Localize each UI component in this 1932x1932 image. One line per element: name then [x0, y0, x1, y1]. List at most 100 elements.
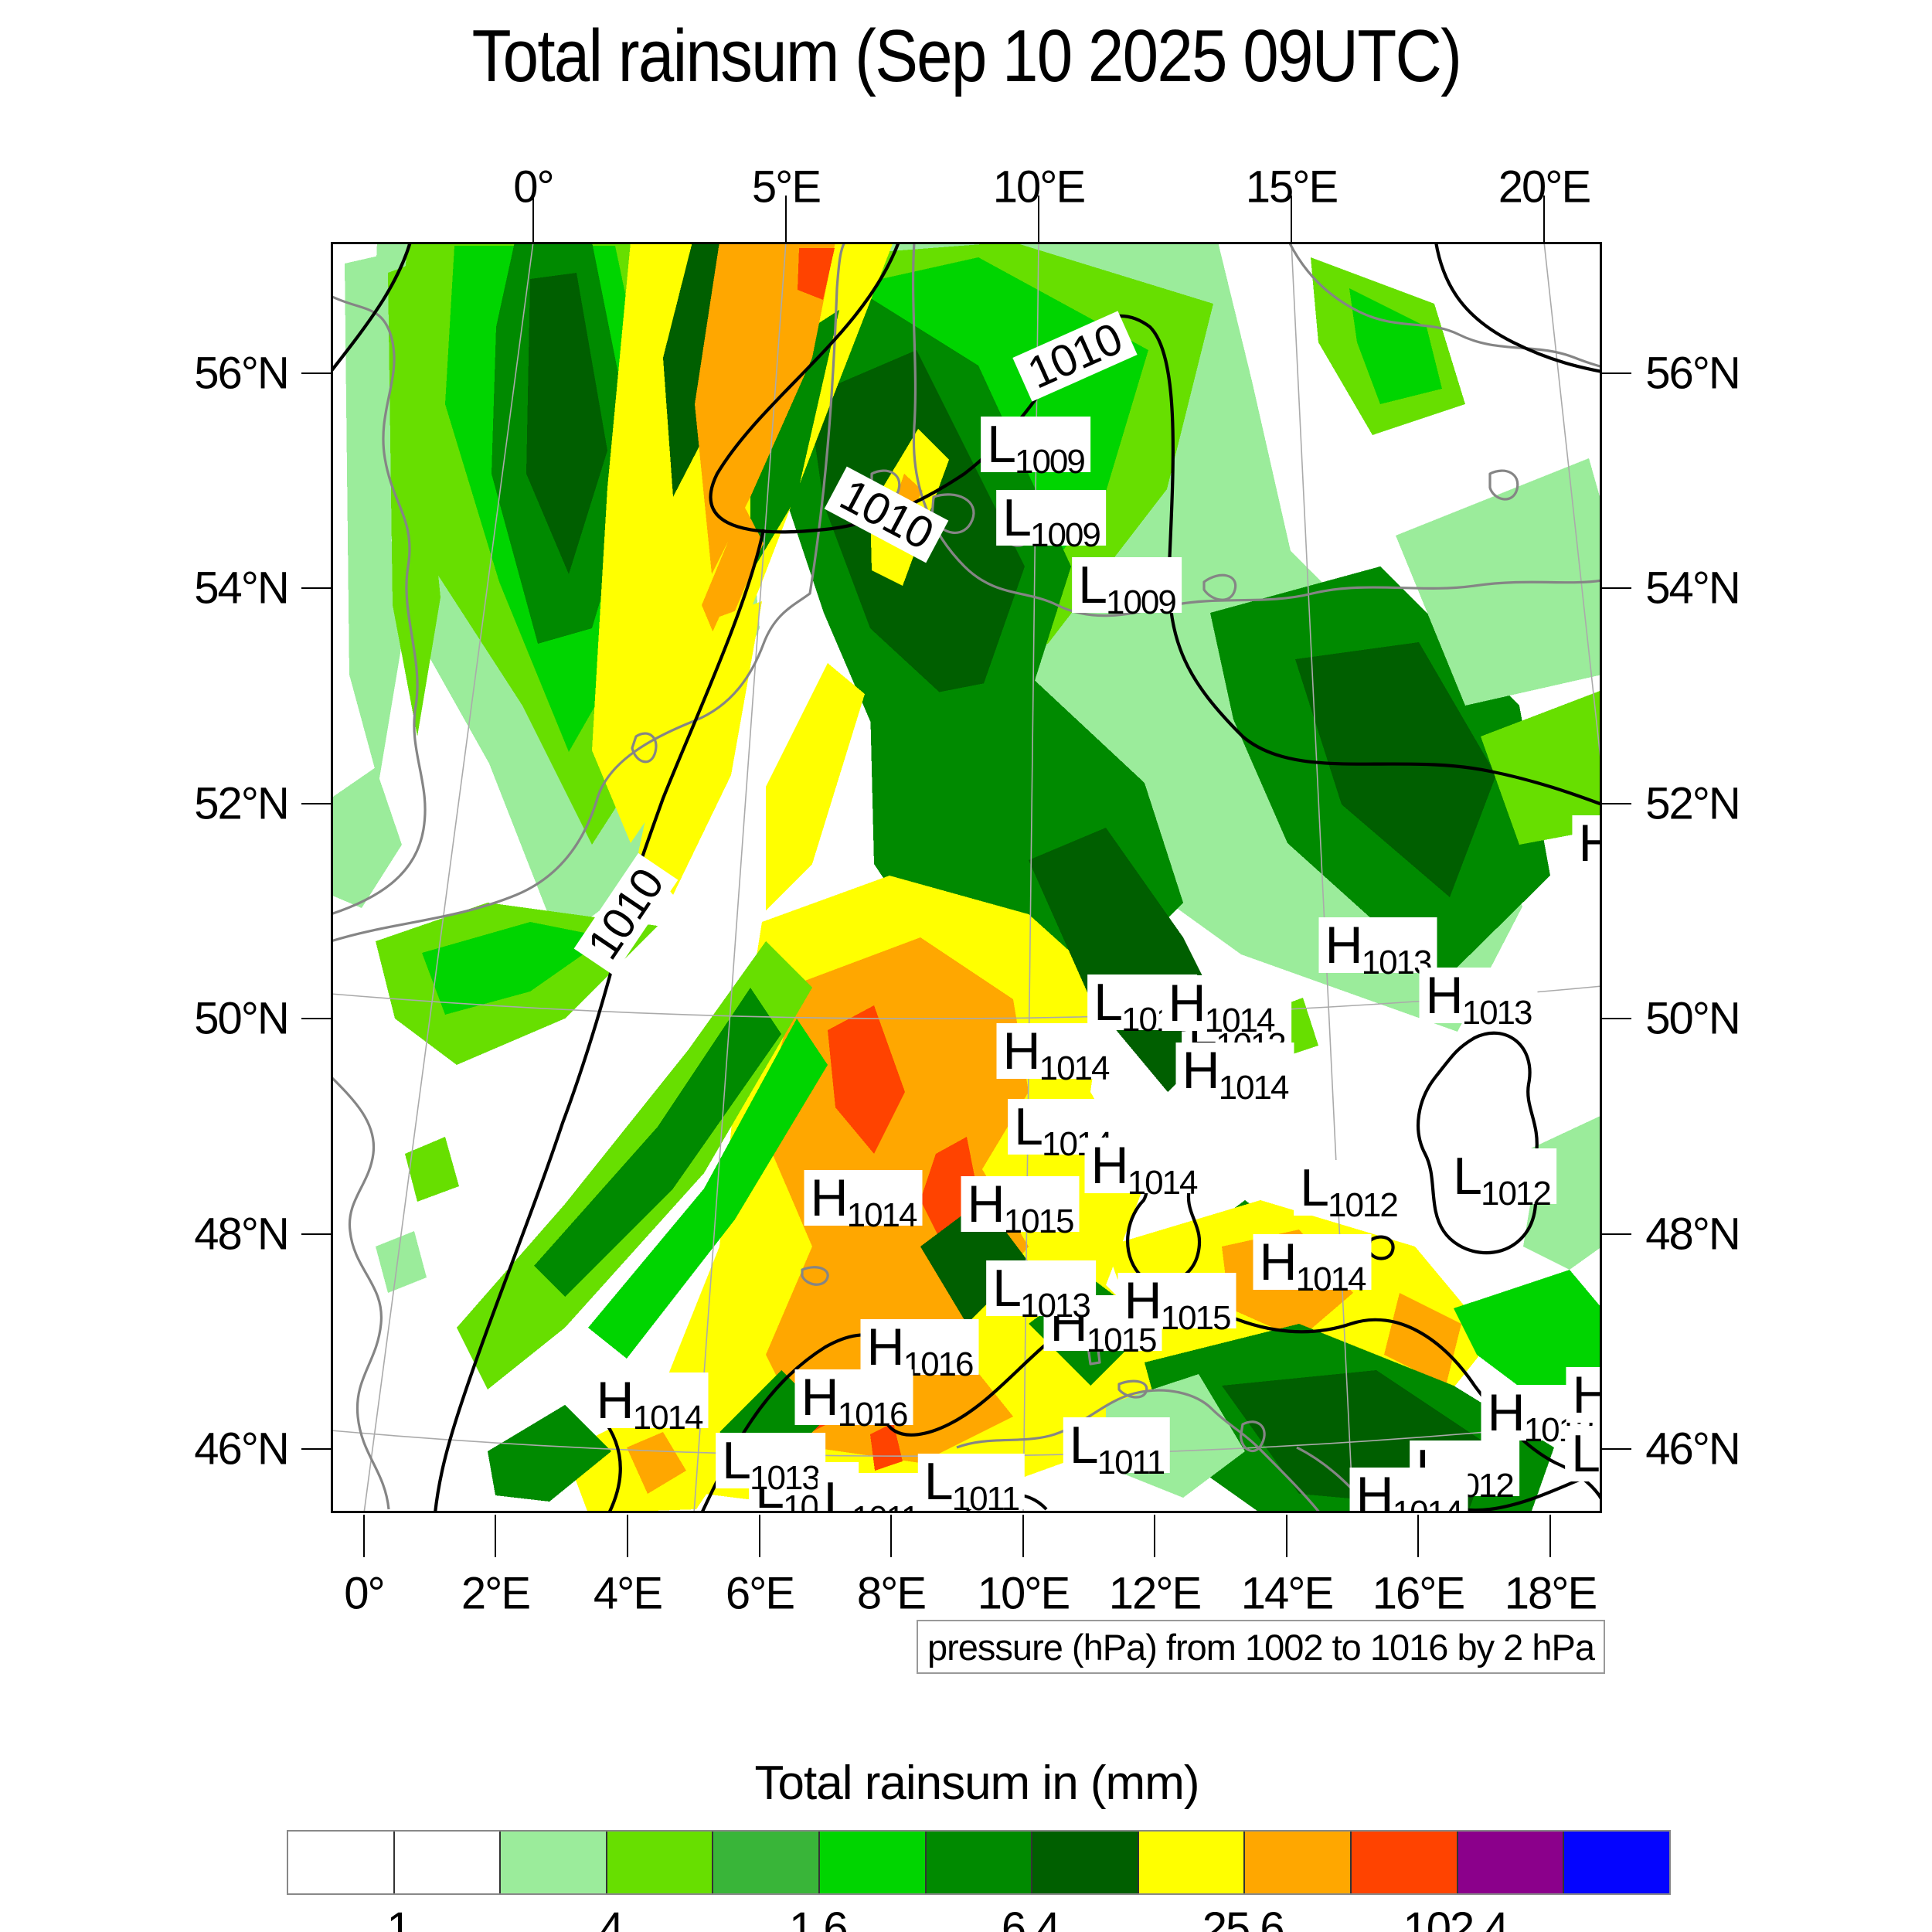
rain-field-region	[1523, 1169, 1602, 1270]
pressure-center-value: 1014	[1218, 1069, 1290, 1107]
pressure-contour	[1416, 1031, 1539, 1255]
colorbar-segment	[926, 1832, 1033, 1893]
rain-field-region	[702, 505, 764, 648]
pressure-center-label: H1014	[996, 1023, 1115, 1086]
coastline	[331, 294, 427, 916]
coastline	[801, 1266, 829, 1286]
axis-label: 56°N	[1645, 348, 1741, 399]
rain-field-region	[526, 273, 607, 574]
pressure-center-value: 1014	[846, 1196, 918, 1234]
pressure-center-letter: L	[722, 1431, 751, 1490]
rain-field-region	[588, 1019, 828, 1359]
rain-field-region	[828, 1005, 905, 1154]
pressure-note: pressure (hPa) from 1002 to 1016 by 2 hP…	[917, 1620, 1605, 1674]
pressure-center-letter: L	[1002, 488, 1032, 547]
axis-label: 0°	[513, 162, 554, 213]
pressure-center-letter: L	[923, 1452, 954, 1511]
graticule-line	[331, 985, 1602, 1019]
axis-label: 10°E	[992, 162, 1086, 213]
pressure-center-value: 1016	[903, 1345, 975, 1383]
pressure-center-label: L1011	[817, 1471, 925, 1513]
pressure-center-label: H1014	[804, 1168, 923, 1233]
axis-tick	[1602, 1018, 1631, 1019]
map-frame: 1010 1010 1010 L1009 L1009 L1009 H1013 H1013 H L1…	[331, 242, 1602, 1513]
axis-label: 10°E	[977, 1568, 1070, 1619]
pressure-center-label: L1012	[1294, 1160, 1403, 1223]
pressure-center-letter: H	[1355, 1466, 1394, 1513]
pressure-center-value: 1015	[1003, 1202, 1075, 1240]
axis-tick	[1602, 372, 1631, 374]
pressure-center-label: H1015	[961, 1176, 1080, 1239]
pressure-center-value: 1011	[951, 1480, 1021, 1514]
axis-tick	[1291, 196, 1292, 242]
map-svg	[331, 242, 1602, 1513]
axis-tick	[759, 1515, 760, 1557]
pressure-center-letter: H	[801, 1368, 839, 1427]
colorbar-segment	[1245, 1832, 1352, 1893]
axis-tick	[1543, 196, 1545, 242]
axis-label: 2°E	[461, 1568, 531, 1619]
pressure-center-value: 1009	[1029, 516, 1101, 554]
page-title-text: Total rainsum (Sep 10 2025 09UTC)	[471, 15, 1461, 97]
colorbar-segment	[713, 1832, 821, 1893]
axis-label: 14°E	[1240, 1568, 1334, 1619]
pressure-center-value: 1014	[1392, 1494, 1464, 1514]
coastline	[956, 1389, 1321, 1513]
pressure-center-letter: H	[1090, 1136, 1129, 1195]
axis-tick	[301, 587, 331, 589]
pressure-contour	[1434, 242, 1602, 374]
colorbar-segment	[1564, 1832, 1669, 1893]
rain-field-region	[388, 264, 440, 736]
pressure-contour	[433, 529, 766, 1513]
graticule-line	[363, 242, 534, 1513]
axis-tick	[890, 1515, 892, 1557]
axis-label: 20°E	[1498, 162, 1591, 213]
pressure-center-value: 1014	[1127, 1164, 1199, 1202]
pressure-center-letter: H	[1578, 814, 1602, 872]
pressure-center-letter: H	[1124, 1271, 1162, 1330]
pressure-center-label: H1014	[1349, 1466, 1468, 1514]
axis-tick	[627, 1515, 628, 1557]
pressure-center-value: 1011	[1097, 1444, 1166, 1481]
pressure-center-label: H1014	[1253, 1234, 1372, 1297]
axis-label: 46°N	[194, 1423, 290, 1475]
axis-tick	[495, 1515, 496, 1557]
graticule-line	[693, 242, 787, 1513]
legend-title: Total rainsum in (mm)	[754, 1757, 1200, 1810]
pressure-center-letter: L	[1571, 1424, 1600, 1483]
pressure-center-value: 1012	[1480, 1175, 1552, 1213]
graticule-line	[1543, 242, 1602, 773]
axis-tick	[1038, 196, 1039, 242]
axis-label: 48°N	[194, 1209, 290, 1260]
pressure-center-label: H1014	[1084, 1136, 1203, 1200]
coastline	[631, 732, 658, 764]
pressure-center-letter: H	[810, 1168, 849, 1227]
axis-label: 56°N	[194, 348, 290, 399]
axis-tick	[1602, 1233, 1631, 1235]
colorbar-segment	[1458, 1832, 1565, 1893]
pressure-center-label: H1014	[1175, 1043, 1294, 1105]
rain-field-region	[627, 1432, 686, 1494]
pressure-center-label: H1013	[1318, 917, 1437, 980]
axis-tick	[1286, 1515, 1287, 1557]
pressure-center-letter: L	[1453, 1147, 1482, 1206]
pressure-center-label: L1013	[986, 1260, 1096, 1323]
axis-tick	[1417, 1515, 1419, 1557]
graticule-line	[1291, 242, 1354, 1513]
axis-tick	[301, 1448, 331, 1450]
axis-tick	[1602, 587, 1631, 589]
axis-label: 5°E	[751, 162, 821, 213]
pressure-center-label: H1016	[794, 1368, 913, 1432]
pressure-center-letter: L	[823, 1471, 853, 1513]
axis-label: 0°	[344, 1568, 385, 1619]
axis-label: 16°E	[1372, 1568, 1465, 1619]
axis-label: 18°E	[1504, 1568, 1597, 1619]
coastline	[1488, 469, 1519, 501]
coastline	[911, 242, 1602, 617]
rain-field-region	[1481, 690, 1602, 845]
coastline	[1240, 1420, 1266, 1453]
rain-field-region	[376, 1231, 427, 1293]
rain-field-region	[488, 1405, 611, 1502]
page-title: Total rainsum (Sep 10 2025 09UTC)	[0, 14, 1932, 99]
